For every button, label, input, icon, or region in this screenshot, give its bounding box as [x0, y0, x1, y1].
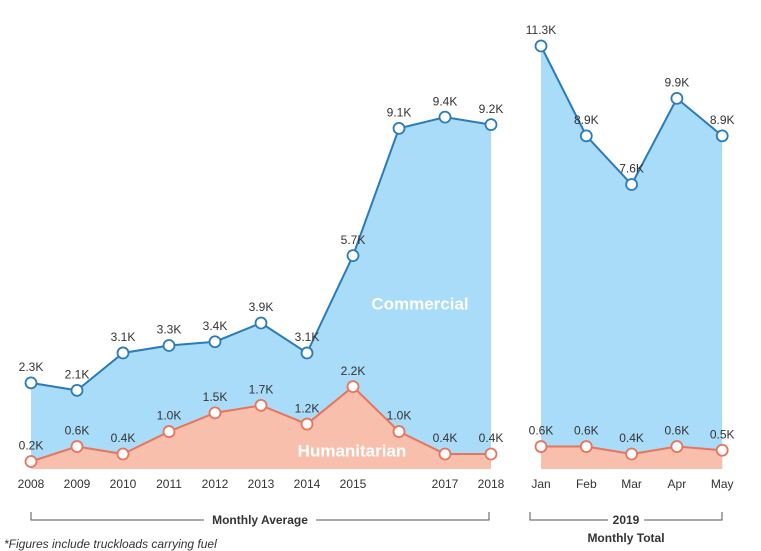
value-label: 1.2K: [295, 401, 320, 415]
area: [31, 386, 491, 469]
marker: [438, 110, 452, 124]
marker: [579, 440, 593, 453]
x-tick-label: Feb: [576, 477, 597, 491]
marker: [625, 178, 638, 191]
marker: [24, 455, 38, 468]
x-tick-label: 2011: [156, 477, 182, 491]
marker: [438, 447, 452, 461]
x-tick-label: May: [711, 477, 734, 491]
marker: [116, 346, 130, 360]
marker: [346, 249, 360, 263]
value-label: 7.6K: [619, 162, 644, 176]
marks: 2008 2009 2010 2011 2012 2013 2014 2015 2017 2018…: [18, 23, 735, 545]
marker: [24, 376, 38, 390]
marker: [625, 447, 638, 461]
x-tick-label: 2013: [248, 477, 275, 491]
footnote: *Figures include truckloads carrying fue…: [4, 537, 217, 551]
x-tick-label: 2008: [18, 477, 45, 491]
marker: [70, 440, 84, 453]
area: [31, 117, 491, 469]
value-label: 1.0K: [157, 409, 182, 423]
value-label: 0.6K: [574, 424, 599, 438]
value-label: 3.4K: [203, 319, 228, 333]
marker: [484, 447, 498, 461]
value-label: 1.5K: [203, 390, 228, 404]
value-label: 1.7K: [249, 383, 274, 397]
value-label: 11.3K: [526, 23, 556, 37]
value-label: 9.9K: [665, 76, 690, 90]
marker: [208, 335, 222, 349]
value-label: 0.5K: [710, 427, 735, 441]
x-tick-label: 2010: [110, 477, 137, 491]
bracket-gap: [204, 513, 316, 527]
value-label: 0.4K: [433, 431, 458, 445]
bracket-gap: [608, 513, 644, 527]
value-label: 1.0K: [387, 409, 412, 423]
value-label: 8.9K: [710, 113, 735, 127]
x-tick-label: 2015: [340, 477, 367, 491]
marker: [484, 118, 498, 132]
area: [541, 46, 723, 469]
x-tick-label: 2014: [294, 477, 321, 491]
value-label: 0.4K: [619, 431, 644, 445]
x-tick-label: Jan: [531, 477, 550, 491]
marker: [346, 380, 360, 394]
value-label: 5.7K: [341, 233, 366, 247]
value-label: 0.6K: [529, 424, 554, 438]
marker: [392, 425, 406, 438]
value-label: 9.1K: [387, 106, 412, 120]
marker: [162, 425, 176, 438]
marker: [534, 440, 548, 453]
value-label: 3.1K: [111, 330, 136, 344]
value-label: 0.6K: [665, 424, 690, 438]
value-label: 9.4K: [433, 94, 458, 108]
marker: [715, 443, 729, 457]
value-label: 0.2K: [19, 439, 44, 453]
marker: [300, 417, 314, 431]
series-label: Humanitarian: [298, 441, 407, 460]
value-label: 9.2K: [479, 102, 504, 116]
marker: [162, 339, 176, 352]
value-label: 2.3K: [19, 360, 44, 374]
value-label: 0.4K: [479, 431, 504, 445]
marker: [715, 129, 729, 143]
marker: [254, 398, 268, 412]
x-tick-label: 2017: [432, 477, 459, 491]
marker: [300, 346, 314, 360]
value-label: 3.3K: [157, 323, 182, 337]
value-label: 3.9K: [249, 300, 274, 314]
value-label: 3.1K: [295, 330, 320, 344]
areas: [31, 46, 723, 469]
x-tick-label: 2009: [64, 477, 91, 491]
x-tick-label: Apr: [668, 477, 687, 491]
marker: [208, 406, 222, 420]
bracket-label: Monthly Average: [212, 513, 308, 527]
value-label: 2.2K: [341, 364, 366, 378]
value-label: 0.6K: [65, 424, 90, 438]
series-label: Commercial: [371, 294, 468, 313]
marker: [534, 39, 548, 53]
x-tick-label: 2018: [478, 477, 505, 491]
value-label: 8.9K: [574, 113, 599, 127]
value-label: 0.4K: [111, 431, 136, 445]
marker: [670, 92, 684, 105]
bracket-label: Monthly Total: [587, 531, 664, 545]
marker: [579, 129, 593, 143]
bracket-title: 2019: [613, 513, 640, 527]
x-tick-label: Mar: [621, 477, 642, 491]
value-label: 2.1K: [65, 368, 90, 382]
marker: [254, 316, 268, 330]
marker: [670, 440, 684, 453]
x-tick-label: 2012: [202, 477, 229, 491]
marker: [116, 447, 130, 461]
marker: [392, 121, 406, 135]
marker: [70, 383, 84, 397]
